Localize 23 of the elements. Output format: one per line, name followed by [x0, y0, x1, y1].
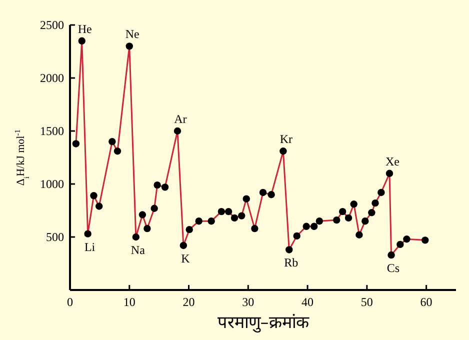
annotation: K — [181, 251, 190, 266]
annotation: Cs — [386, 261, 400, 276]
annotation: Rb — [284, 256, 298, 270]
y-tick-label: 1000 — [40, 177, 64, 192]
x-tick-label: 30 — [242, 295, 254, 309]
y-tick-label: 2500 — [40, 18, 64, 32]
annotation: Na — [130, 243, 146, 257]
annotation: Xe — [385, 154, 400, 168]
annotation: Ar — [174, 112, 187, 126]
x-tick-label: 60 — [420, 295, 432, 309]
x-tick-label: 40 — [302, 295, 314, 309]
y-tick-label: 500 — [46, 230, 64, 244]
y-tick-label: 2000 — [40, 71, 64, 86]
annotation: Ne — [125, 27, 140, 42]
y-tick-label: 1500 — [40, 124, 64, 138]
annotation: Li — [84, 240, 96, 254]
x-tick-label: 0 — [67, 295, 73, 309]
x-tick-label: 20 — [182, 295, 195, 309]
x-tick-label: 50 — [360, 295, 373, 309]
x-axis-title: परमाणु–क्रमांक — [217, 313, 310, 333]
x-tick-label: 10 — [123, 295, 136, 309]
annotation: Kr — [280, 132, 293, 146]
annotation: He — [78, 22, 92, 36]
